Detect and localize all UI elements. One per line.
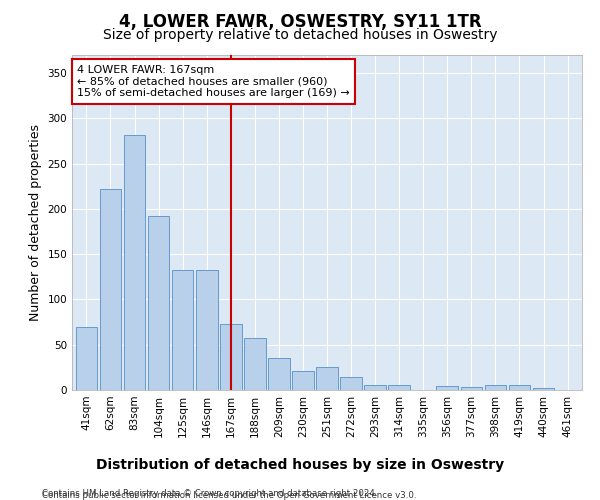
Bar xyxy=(172,270,193,390)
Text: Size of property relative to detached houses in Oswestry: Size of property relative to detached ho… xyxy=(103,28,497,42)
Bar xyxy=(533,388,554,390)
Bar xyxy=(485,386,506,390)
Text: Contains public sector information licensed under the Open Government Licence v3: Contains public sector information licen… xyxy=(42,491,416,500)
Bar xyxy=(509,386,530,390)
Bar xyxy=(100,189,121,390)
Text: Contains HM Land Registry data © Crown copyright and database right 2024.: Contains HM Land Registry data © Crown c… xyxy=(42,488,377,498)
Text: 4, LOWER FAWR, OSWESTRY, SY11 1TR: 4, LOWER FAWR, OSWESTRY, SY11 1TR xyxy=(119,12,481,30)
Text: 4 LOWER FAWR: 167sqm
← 85% of detached houses are smaller (960)
15% of semi-deta: 4 LOWER FAWR: 167sqm ← 85% of detached h… xyxy=(77,65,350,98)
Bar xyxy=(364,384,386,390)
Bar xyxy=(244,338,266,390)
Bar xyxy=(220,324,242,390)
Bar xyxy=(461,388,482,390)
Bar xyxy=(148,216,169,390)
Bar xyxy=(388,384,410,390)
Bar xyxy=(436,386,458,390)
Bar xyxy=(268,358,290,390)
Bar xyxy=(196,270,218,390)
Bar xyxy=(292,371,314,390)
Bar xyxy=(316,368,338,390)
Bar xyxy=(340,378,362,390)
Bar xyxy=(124,134,145,390)
Bar xyxy=(76,326,97,390)
Y-axis label: Number of detached properties: Number of detached properties xyxy=(29,124,42,321)
Text: Distribution of detached houses by size in Oswestry: Distribution of detached houses by size … xyxy=(96,458,504,471)
